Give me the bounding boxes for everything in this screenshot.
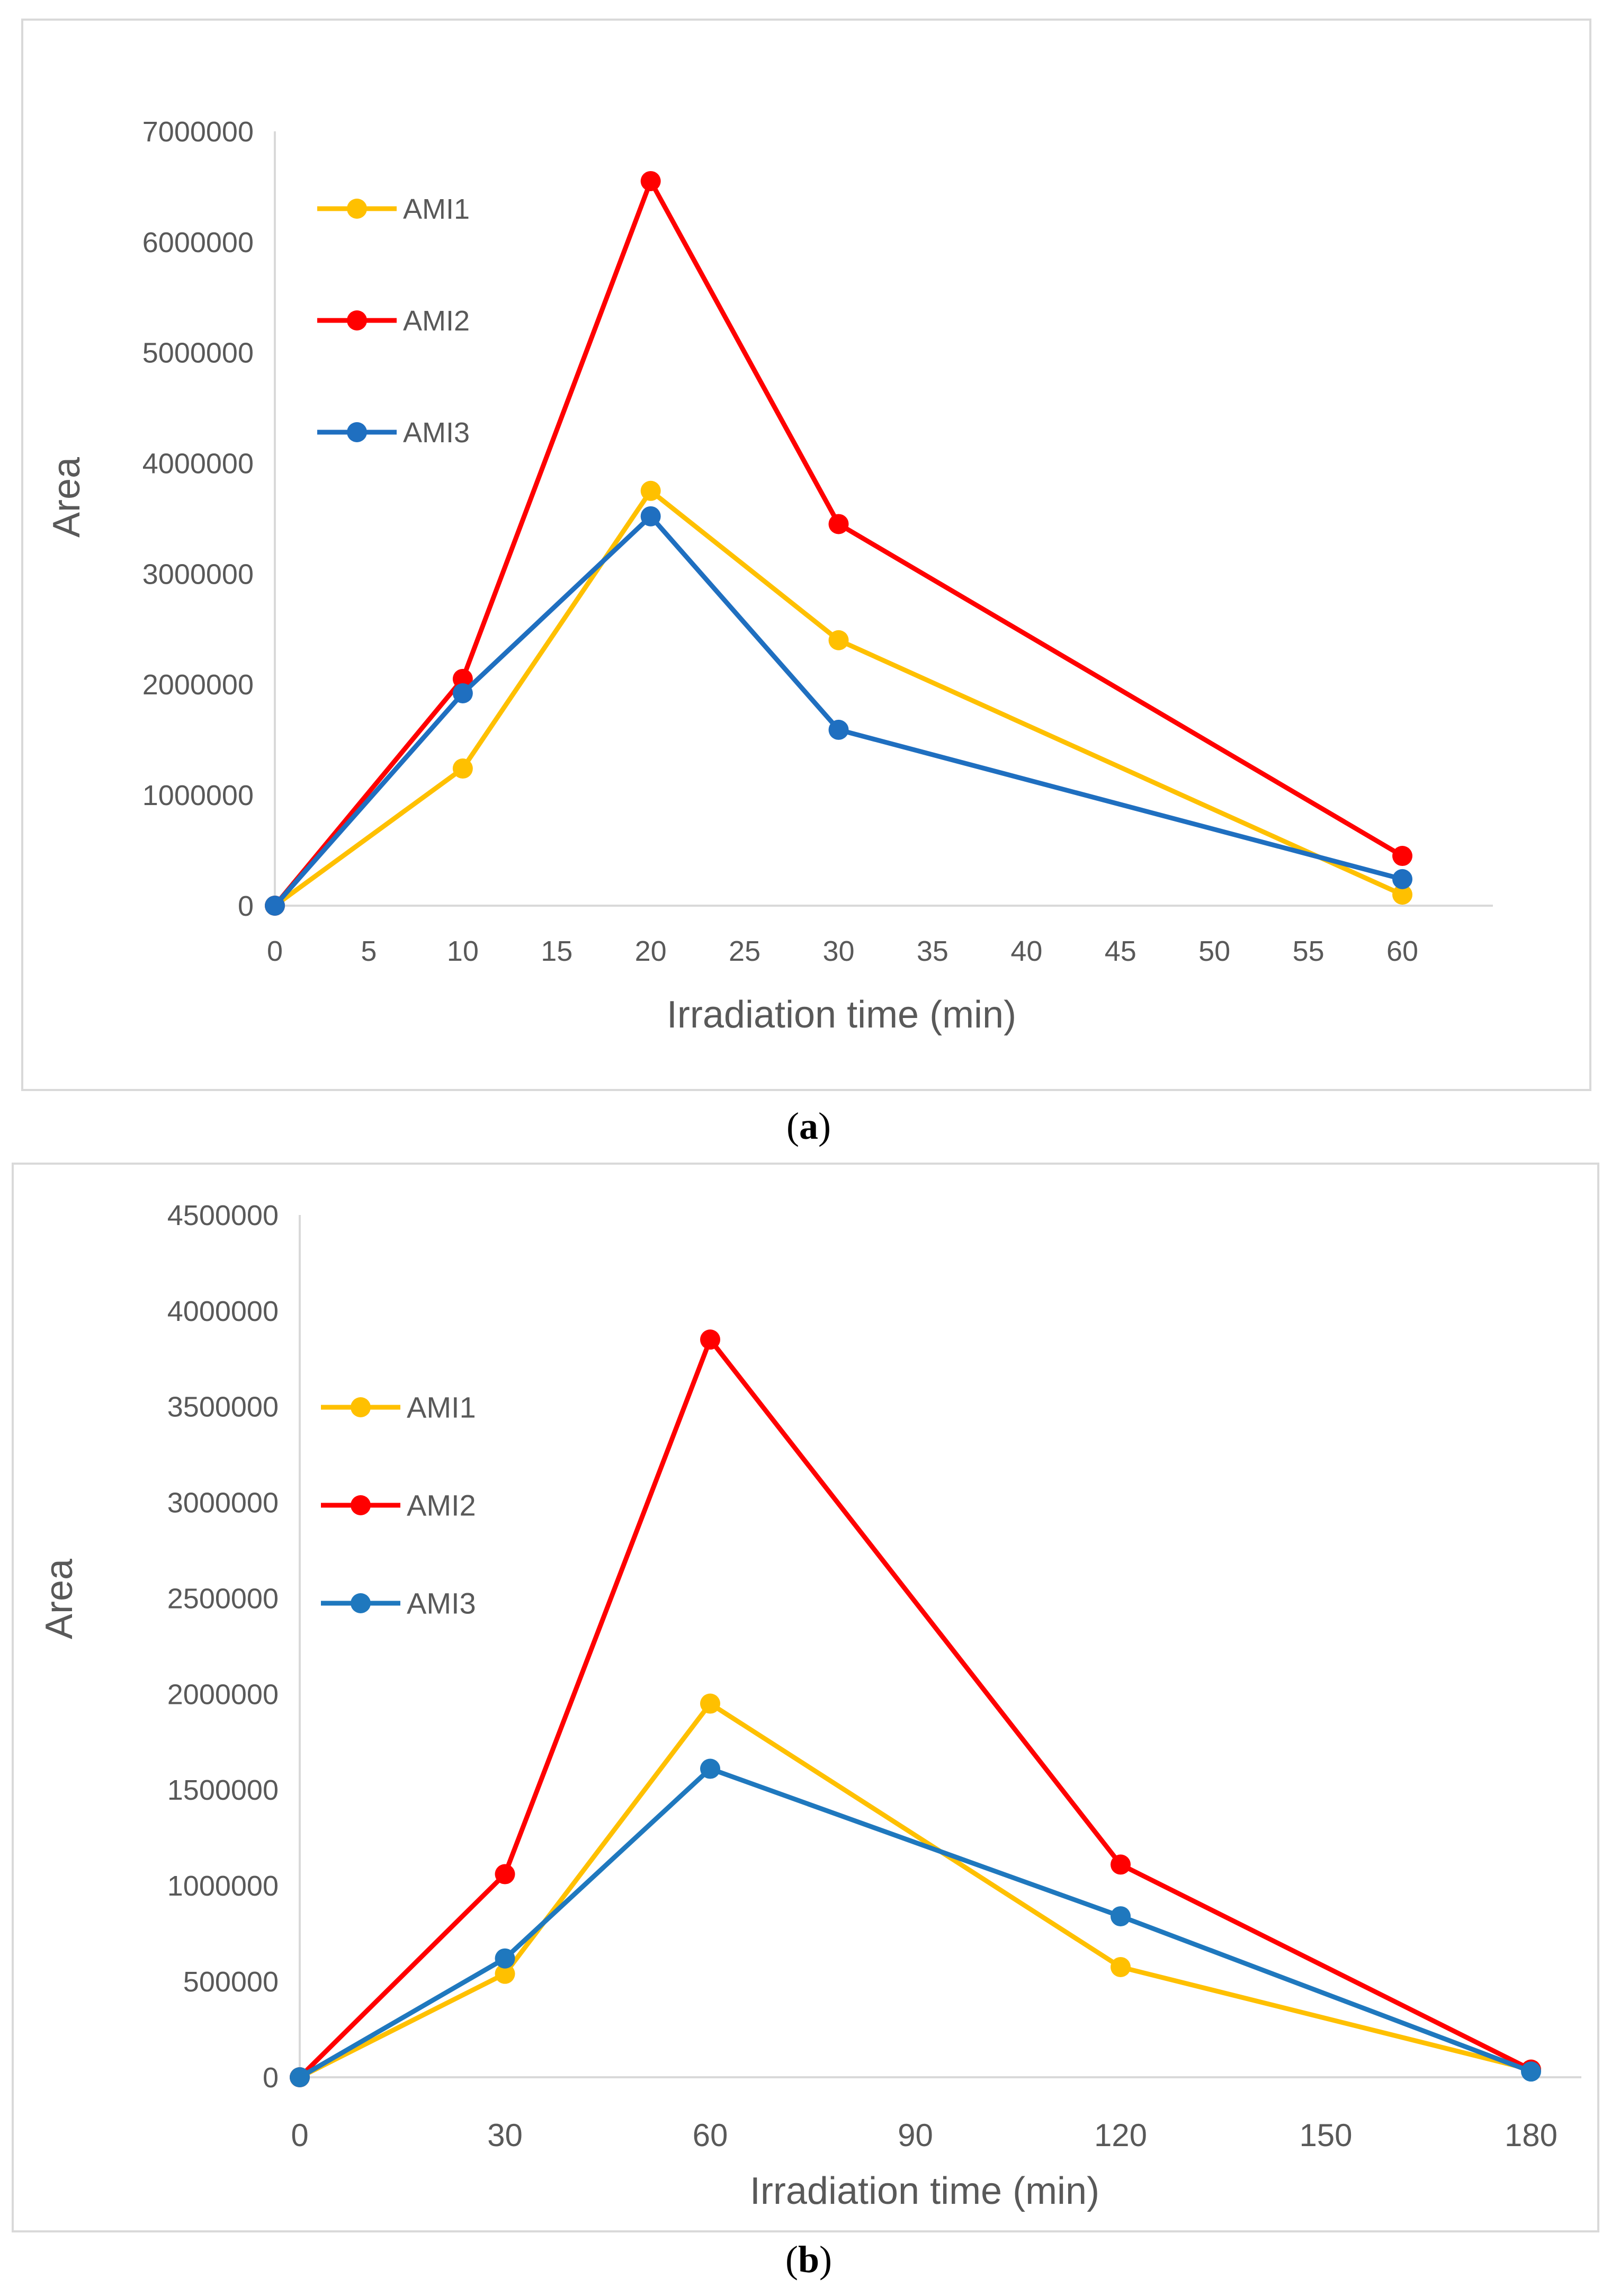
chart-a-y-tick-label: 0 bbox=[238, 890, 254, 922]
chart-a-y-tick-label: 6000000 bbox=[142, 227, 254, 258]
chart-b-y-tick-label: 2000000 bbox=[167, 1678, 279, 1710]
chart-b-x-tick-label: 150 bbox=[1299, 2118, 1352, 2153]
chart-a-x-tick-label: 60 bbox=[1386, 935, 1418, 967]
chart-b-ami1-point bbox=[1111, 1956, 1131, 1977]
chart-b-x-axis-title: Irradiation time (min) bbox=[750, 2170, 1099, 2212]
chart-b-ami3-point bbox=[495, 1948, 515, 1969]
chart-b-ami3-line bbox=[298, 1766, 1532, 2079]
chart-b-panel: 0 500000 1000000 1500000 2000000 2500000 30000… bbox=[12, 1163, 1599, 2232]
chart-b-y-tick-label: 1000000 bbox=[167, 1870, 279, 1902]
chart-a-x-tick-label: 5 bbox=[361, 935, 377, 967]
chart-b-x-tick-label: 120 bbox=[1094, 2118, 1147, 2153]
chart-b-svg: 0 500000 1000000 1500000 2000000 2500000 30000… bbox=[38, 1200, 1581, 2212]
chart-a-ami3-line bbox=[273, 514, 1403, 907]
chart-a-x-tick-label: 15 bbox=[541, 935, 572, 967]
caption-b-letter: b bbox=[798, 2238, 820, 2281]
chart-a-ami2-point bbox=[828, 514, 849, 534]
chart-a-svg: 0 1000000 2000000 3000000 4000000 5000000 6000… bbox=[46, 116, 1493, 1036]
chart-b-ami3-point bbox=[1111, 1906, 1131, 1927]
chart-a-y-tick-label: 7000000 bbox=[142, 116, 254, 148]
chart-b-y-tick-label: 1500000 bbox=[167, 1774, 279, 1806]
chart-b-y-tick-label: 4500000 bbox=[167, 1200, 279, 1231]
chart-b-ami1-point bbox=[495, 1963, 515, 1984]
chart-b-y-tick-label: 3000000 bbox=[167, 1487, 279, 1519]
chart-a-ami1-point bbox=[1392, 885, 1413, 905]
chart-b-x-tick-label: 0 bbox=[291, 2118, 308, 2153]
chart-a-y-tick-label: 3000000 bbox=[142, 558, 254, 590]
chart-a-x-tick-label: 45 bbox=[1105, 935, 1136, 967]
chart-b-x-tick-label: 180 bbox=[1505, 2118, 1558, 2153]
chart-a-x-tick-label: 25 bbox=[729, 935, 760, 967]
chart-b-ami1-line bbox=[298, 1701, 1532, 2080]
chart-a-ami2-point bbox=[452, 668, 473, 689]
chart-b-ami3-legend-label: AMI3 bbox=[407, 1587, 476, 1620]
chart-a-ami2-legend-marker bbox=[347, 310, 367, 330]
chart-a-x-axis-title: Irradiation time (min) bbox=[667, 994, 1016, 1036]
chart-b-ami1-legend-marker bbox=[351, 1397, 371, 1417]
chart-a-ami3-legend-marker bbox=[347, 422, 367, 442]
chart-a-y-tick-label: 5000000 bbox=[142, 337, 254, 369]
chart-a-y-axis-title: Area bbox=[46, 457, 88, 538]
chart-a-x-tick-label: 35 bbox=[917, 935, 948, 967]
chart-b-y-tick-label: 4000000 bbox=[167, 1296, 279, 1327]
chart-b-ami2-legend-marker bbox=[351, 1495, 371, 1515]
chart-a-ami1-point bbox=[640, 480, 661, 501]
chart-b-ami1-legend-label: AMI1 bbox=[407, 1391, 476, 1424]
chart-a-ami3-point bbox=[640, 506, 661, 526]
chart-a-ami2-point bbox=[1392, 846, 1413, 866]
chart-b-ami2-point bbox=[495, 1864, 515, 1884]
chart-a-ami2-legend-label: AMI2 bbox=[403, 305, 470, 337]
chart-a-x-tick-label: 55 bbox=[1293, 935, 1324, 967]
chart-b-y-tick-label: 3500000 bbox=[167, 1391, 279, 1423]
chart-b-x-tick-label: 30 bbox=[487, 2118, 523, 2153]
chart-a-x-tick-label: 0 bbox=[267, 935, 283, 967]
chart-b-ami3-point bbox=[700, 1758, 720, 1779]
chart-b-x-tick-label: 60 bbox=[693, 2118, 728, 2153]
chart-b-y-tick-label: 500000 bbox=[183, 1966, 279, 1998]
chart-a-x-tick-label: 30 bbox=[822, 935, 854, 967]
chart-a-x-tick-label: 50 bbox=[1198, 935, 1230, 967]
chart-b-ami3-point bbox=[1521, 2061, 1541, 2082]
chart-b-ami2-legend-label: AMI2 bbox=[407, 1489, 476, 1522]
chart-a-ami3-legend-label: AMI3 bbox=[403, 417, 470, 449]
caption-b: (b) bbox=[785, 2238, 832, 2281]
chart-a-ami2-point bbox=[640, 171, 661, 191]
chart-b-ami3-point bbox=[290, 2067, 310, 2087]
chart-a-y-tick-label: 4000000 bbox=[142, 448, 254, 479]
chart-a-ami1-legend-label: AMI1 bbox=[403, 193, 470, 225]
chart-b-ami2-point bbox=[700, 1329, 720, 1350]
chart-a-ami1-point bbox=[452, 758, 473, 779]
chart-a-x-tick-label: 40 bbox=[1010, 935, 1042, 967]
chart-a-ami3-point bbox=[265, 896, 285, 916]
chart-b-ami3-legend-marker bbox=[351, 1593, 371, 1613]
chart-b-ami2-line bbox=[298, 1337, 1533, 2079]
caption-a: (a) bbox=[786, 1105, 831, 1147]
chart-b-ami2-point bbox=[1111, 1854, 1131, 1875]
chart-a-panel: 0 1000000 2000000 3000000 4000000 5000000 6000… bbox=[21, 19, 1591, 1091]
chart-a-ami3-point bbox=[452, 683, 473, 703]
caption-a-letter: a bbox=[799, 1105, 818, 1147]
chart-b-y-tick-label: 2500000 bbox=[167, 1583, 279, 1614]
chart-a-y-tick-label: 2000000 bbox=[142, 669, 254, 701]
chart-a-ami2-line bbox=[273, 178, 1404, 907]
chart-a-y-tick-label: 1000000 bbox=[142, 780, 254, 811]
chart-a-x-tick-label: 20 bbox=[635, 935, 667, 967]
chart-a-ami1-legend-marker bbox=[347, 199, 367, 219]
chart-a-ami3-point bbox=[1392, 869, 1413, 889]
chart-b-x-tick-label: 90 bbox=[898, 2118, 933, 2153]
chart-b-y-tick-label: 0 bbox=[263, 2062, 279, 2094]
chart-a-ami3-point bbox=[828, 719, 849, 740]
chart-a-ami1-point bbox=[828, 630, 849, 650]
chart-a-x-tick-label: 10 bbox=[447, 935, 479, 967]
chart-b-ami1-point bbox=[700, 1693, 720, 1714]
chart-b-y-axis-title: Area bbox=[38, 1558, 80, 1639]
